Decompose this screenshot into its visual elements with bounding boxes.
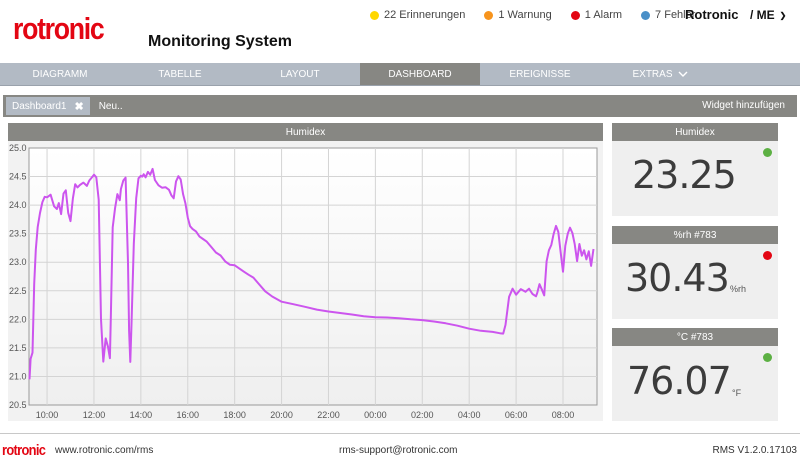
svg-text:22.0: 22.0	[9, 314, 27, 324]
humidex-value-widget: Humidex 23.25	[612, 123, 778, 216]
svg-text:20.5: 20.5	[9, 400, 27, 410]
footer: rotronic www.rotronic.com/rms rms-suppor…	[0, 433, 800, 463]
footer-rotronic-logo: rotronic	[2, 442, 46, 459]
nav-dashboard[interactable]: DASHBOARD	[360, 63, 480, 85]
value-widget-title: Humidex	[612, 123, 778, 141]
svg-text:22.5: 22.5	[9, 286, 27, 296]
support-email-link[interactable]: rms-support@rotronic.com	[339, 445, 458, 456]
svg-text:16:00: 16:00	[177, 410, 200, 420]
svg-text:21.5: 21.5	[9, 343, 27, 353]
add-widget-button[interactable]: Widget hinzufügen	[702, 100, 785, 111]
close-icon[interactable]: ✖	[74, 100, 84, 113]
user-name: Rotronic	[685, 7, 739, 22]
svg-text:10:00: 10:00	[36, 410, 59, 420]
nav-label: DASHBOARD	[388, 68, 452, 80]
svg-text:04:00: 04:00	[458, 410, 481, 420]
svg-text:12:00: 12:00	[83, 410, 106, 420]
main-nav: DIAGRAMM TABELLE LAYOUT DASHBOARD EREIGN…	[0, 63, 800, 86]
error-dot-icon	[641, 10, 651, 20]
alarm-dot-icon	[570, 10, 580, 20]
errors-status[interactable]: 7 Fehler	[641, 9, 695, 21]
humidex-value: 23.25	[632, 153, 737, 197]
value-widget-title: %rh #783	[612, 226, 778, 244]
svg-text:23.0: 23.0	[9, 257, 27, 267]
svg-text:22:00: 22:00	[317, 410, 340, 420]
errors-label: 7 Fehler	[655, 9, 696, 21]
reminders-status[interactable]: 22 Erinnerungen	[370, 9, 465, 21]
alarms-status[interactable]: 1 Alarm	[570, 9, 623, 21]
user-menu-label: / ME	[750, 8, 775, 22]
nav-diagramm[interactable]: DIAGRAMM	[0, 63, 120, 85]
value-widget-title: °C #783	[612, 328, 778, 346]
svg-text:06:00: 06:00	[505, 410, 528, 420]
notification-status-bar: 22 Erinnerungen 1 Warnung 1 Alarm 7 Fehl…	[370, 9, 714, 21]
rotronic-logo[interactable]: rotronic	[13, 11, 105, 46]
svg-text:00:00: 00:00	[364, 410, 387, 420]
svg-text:24.5: 24.5	[9, 172, 27, 182]
nav-label: TABELLE	[158, 68, 202, 80]
svg-text:02:00: 02:00	[411, 410, 434, 420]
chevron-down-icon	[678, 71, 687, 77]
svg-text:08:00: 08:00	[552, 410, 575, 420]
website-link[interactable]: www.rotronic.com/rms	[55, 445, 154, 456]
app-title: Monitoring System	[148, 33, 293, 50]
svg-text:14:00: 14:00	[130, 410, 153, 420]
svg-text:20:00: 20:00	[270, 410, 293, 420]
svg-text:23.5: 23.5	[9, 229, 27, 239]
nav-extras[interactable]: EXTRAS	[600, 63, 720, 85]
version-label: RMS V1.2.0.17103	[712, 445, 798, 456]
warnings-status[interactable]: 1 Warnung	[484, 9, 552, 21]
nav-ereignisse[interactable]: EREIGNISSE	[480, 63, 600, 85]
svg-text:18:00: 18:00	[223, 410, 246, 420]
rh-unit: %rh	[730, 284, 747, 294]
humidex-chart-widget: Humidex 25.0 24.5 24.0 23.5 23.0 22.5 22.0 21.5…	[8, 123, 603, 421]
warning-dot-icon	[484, 10, 494, 20]
nav-label: DIAGRAMM	[32, 68, 88, 80]
status-alarm-icon	[763, 251, 772, 260]
nav-label: EXTRAS	[632, 68, 673, 80]
alarms-label: 1 Alarm	[584, 9, 623, 21]
reminder-dot-icon	[370, 10, 379, 20]
svg-text:25.0: 25.0	[9, 143, 27, 153]
chevron-down-icon: ❯	[779, 10, 787, 20]
nav-label: LAYOUT	[280, 68, 320, 80]
user-menu[interactable]: / ME ❯	[750, 8, 786, 22]
temperature-value: 76.07	[627, 359, 732, 403]
nav-tabelle[interactable]: TABELLE	[120, 63, 240, 85]
header: rotronic Monitoring System 22 Erinnerung…	[0, 0, 800, 62]
svg-text:24.0: 24.0	[9, 200, 27, 210]
warnings-label: 1 Warnung	[498, 9, 552, 21]
rh-value-widget: %rh #783 30.43 %rh	[612, 226, 778, 319]
temperature-unit: °F	[732, 388, 742, 398]
status-ok-icon	[763, 148, 772, 157]
nav-layout[interactable]: LAYOUT	[240, 63, 360, 85]
status-ok-icon	[763, 353, 772, 362]
new-dashboard-button[interactable]: Neu..	[98, 100, 123, 112]
humidex-line-chart[interactable]: 25.0 24.5 24.0 23.5 23.0 22.5 22.0 21.5 21.0 20.5…	[8, 123, 603, 421]
dashboard-tabbar: Dashboard1 ✖ Neu.. Widget hinzufügen	[3, 95, 797, 117]
reminders-label: 22 Erinnerungen	[384, 9, 466, 21]
rh-value: 30.43	[625, 256, 730, 300]
nav-label: EREIGNISSE	[509, 68, 571, 80]
chart-widget-title: Humidex	[8, 123, 603, 141]
svg-text:21.0: 21.0	[9, 371, 27, 381]
dashboard-tab-label: Dashboard1	[12, 100, 67, 112]
dashboard-tab-dashboard1[interactable]: Dashboard1 ✖	[6, 97, 90, 115]
temperature-value-widget: °C #783 76.07 °F	[612, 328, 778, 421]
